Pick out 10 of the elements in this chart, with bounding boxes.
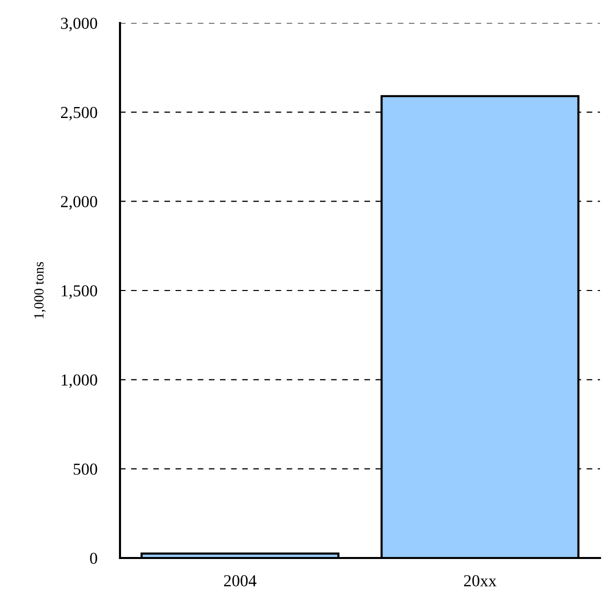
y-tick-label: 500 — [74, 464, 98, 475]
x-tick-label: 20xx — [464, 575, 496, 586]
y-tick-label: 1,500 — [62, 285, 98, 299]
y-tick-label: 0 — [90, 552, 98, 564]
y-tick-label: 2,000 — [61, 196, 98, 210]
y-tick-label: 1,000 — [62, 374, 98, 388]
y-axis-title: 1,000 tons — [34, 262, 46, 318]
y-tick-label: 2,500 — [61, 106, 98, 121]
y-tick-label: 3,000 — [61, 18, 98, 32]
x-tick-label: 2004 — [224, 575, 256, 586]
